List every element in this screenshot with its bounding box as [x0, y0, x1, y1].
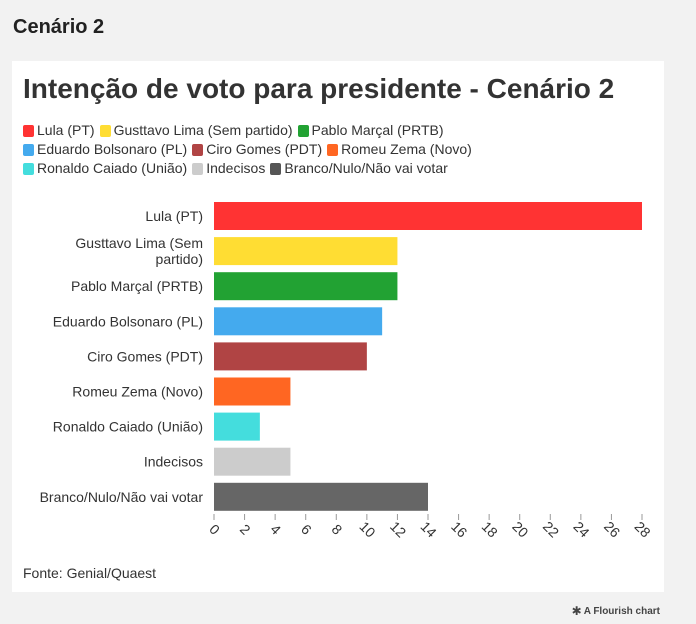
bar-chart: Lula (PT) Gusttavo Lima (Sem partido) Pablo… [40, 202, 654, 541]
legend-row: Ronaldo Caiado (União) Indecisos Branco/Nu… [23, 159, 643, 178]
category-label: Romeu Zema (Novo) [72, 384, 203, 400]
legend-label: Eduardo Bolsonaro (PL) [37, 141, 188, 157]
legend-item[interactable]: Ciro Gomes (PDT) [192, 140, 322, 159]
legend-item[interactable]: Ronaldo Caiado (União) [23, 159, 187, 178]
legend-label: Romeu Zema (Novo) [341, 141, 472, 157]
bar[interactable] [214, 377, 291, 406]
x-tick-label: 26 [601, 518, 623, 540]
bar[interactable] [214, 202, 642, 230]
legend-swatch [192, 143, 204, 156]
chart-title: Intenção de voto para presidente - Cenár… [23, 73, 615, 104]
flourish-logo-icon: ✱ [571, 604, 582, 618]
category-label: Branco/Nulo/Não vai votar [40, 489, 204, 505]
legend-swatch [192, 162, 204, 175]
x-tick-label: 10 [356, 518, 378, 540]
x-tick-label: 14 [418, 518, 440, 540]
bar[interactable] [214, 412, 260, 441]
chart-card: Intenção de voto para presidente - Cenár… [12, 61, 664, 592]
bar[interactable] [214, 482, 428, 511]
category-label: Gusttavo Lima (Sem partido) [75, 235, 203, 267]
category-label: Ciro Gomes (PDT) [87, 348, 203, 364]
x-tick-label: 8 [329, 521, 346, 538]
category-label: Lula (PT) [145, 208, 203, 224]
legend-item[interactable]: Indecisos [192, 159, 265, 178]
flourish-credit-text: A Flourish chart [583, 605, 660, 617]
category-label: Indecisos [144, 454, 203, 470]
x-tick-label: 2 [237, 521, 254, 538]
legend-swatch [23, 162, 34, 175]
bar[interactable] [214, 307, 383, 336]
x-tick-label: 18 [479, 518, 501, 540]
x-tick-label: 28 [632, 518, 654, 540]
x-tick-label: 0 [206, 521, 223, 538]
flourish-credit[interactable]: ✱ A Flourish chart [572, 604, 660, 618]
legend-row: Lula (PT) Gusttavo Lima (Sem partido) Pabl… [23, 121, 643, 140]
legend-swatch [23, 124, 34, 137]
legend-label: Gusttavo Lima (Sem partido) [113, 122, 293, 138]
legend-label: Indecisos [206, 160, 266, 176]
legend-item[interactable]: Gusttavo Lima (Sem partido) [99, 121, 293, 140]
category-label: Pablo Marçal (PRTB) [71, 278, 203, 294]
legend-swatch [327, 143, 339, 156]
bar[interactable] [214, 342, 367, 371]
x-tick-label: 24 [570, 518, 592, 540]
x-tick-label: 20 [509, 518, 531, 540]
bar[interactable] [214, 272, 398, 301]
legend-label: Branco/Nulo/Não vai votar [284, 160, 448, 176]
page-heading: Cenário 2 [13, 16, 105, 38]
bar[interactable] [214, 447, 291, 476]
legend-item[interactable]: Branco/Nulo/Não vai votar [270, 159, 448, 178]
bar[interactable] [214, 237, 398, 266]
x-tick-label: 4 [267, 521, 284, 538]
category-label: Ronaldo Caiado (União) [53, 419, 203, 435]
legend-item[interactable]: Eduardo Bolsonaro (PL) [23, 140, 187, 159]
x-tick-label: 16 [448, 518, 470, 540]
legend-row: Eduardo Bolsonaro (PL) Ciro Gomes (PDT) Ro… [23, 140, 643, 159]
legend-label: Ciro Gomes (PDT) [206, 141, 323, 157]
x-tick-label: 12 [387, 518, 409, 540]
legend-label: Lula (PT) [37, 122, 95, 138]
legend-label: Ronaldo Caiado (União) [37, 160, 188, 176]
category-label: Eduardo Bolsonaro (PL) [53, 313, 203, 329]
legend-item[interactable]: Pablo Marçal (PRTB) [297, 121, 444, 140]
x-tick-label: 22 [540, 518, 562, 540]
source-note: Fonte: Genial/Quaest [23, 565, 157, 581]
x-tick-label: 6 [298, 521, 315, 538]
legend-swatch [99, 124, 111, 137]
legend-item[interactable]: Lula (PT) [23, 121, 95, 140]
legend-swatch [297, 124, 309, 137]
legend-swatch [270, 162, 282, 175]
legend-label: Pablo Marçal (PRTB) [311, 122, 444, 138]
legend: Lula (PT) Gusttavo Lima (Sem partido) Pabl… [23, 121, 643, 178]
legend-item[interactable]: Romeu Zema (Novo) [327, 140, 472, 159]
legend-swatch [23, 143, 34, 156]
